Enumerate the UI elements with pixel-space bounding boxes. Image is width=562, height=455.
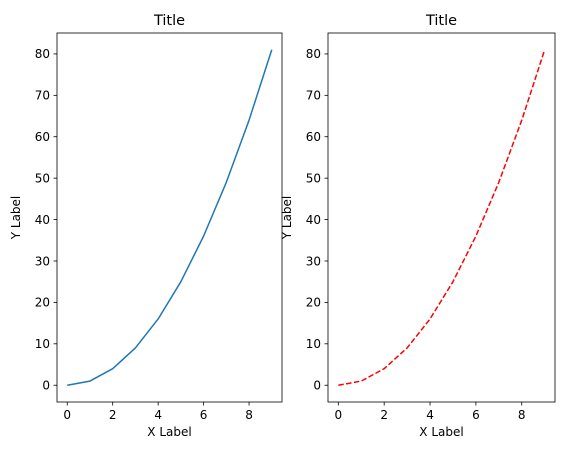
y-tick-label: 60 xyxy=(306,130,321,144)
y-tick-label: 20 xyxy=(306,296,321,310)
y-tick-label: 70 xyxy=(35,89,50,103)
x-tick-label: 8 xyxy=(518,408,526,422)
x-tick-label: 0 xyxy=(63,408,71,422)
x-tick-label: 2 xyxy=(109,408,117,422)
y-tick-label: 40 xyxy=(306,213,321,227)
chart-title: Title xyxy=(153,13,185,29)
x-tick-label: 4 xyxy=(426,408,434,422)
y-tick-label: 30 xyxy=(306,254,321,268)
x-tick-label: 4 xyxy=(154,408,162,422)
y-tick-label: 50 xyxy=(35,171,50,185)
y-tick-label: 50 xyxy=(306,171,321,185)
x-axis-label: X Label xyxy=(419,425,463,439)
plot-area xyxy=(56,32,283,403)
y-axis-label: Y Label xyxy=(280,196,294,241)
y-tick-label: 0 xyxy=(313,379,321,393)
series-line xyxy=(338,49,546,386)
y-tick-label: 30 xyxy=(35,254,50,268)
chart-title: Title xyxy=(425,13,457,29)
x-tick-label: 6 xyxy=(472,408,480,422)
y-tick-label: 20 xyxy=(35,296,50,310)
y-tick-label: 80 xyxy=(306,47,321,61)
y-tick-label: 70 xyxy=(306,89,321,103)
y-tick-label: 10 xyxy=(35,337,50,351)
y-tick-label: 0 xyxy=(42,379,50,393)
series-line xyxy=(67,49,273,386)
x-axis-label: X Label xyxy=(147,425,191,439)
y-axis-label: Y Label xyxy=(9,196,23,241)
x-tick-label: 8 xyxy=(245,408,253,422)
x-tick-label: 2 xyxy=(380,408,388,422)
x-tick-label: 0 xyxy=(334,408,342,422)
plot-area xyxy=(327,32,556,403)
y-tick-label: 80 xyxy=(35,47,50,61)
y-tick-label: 40 xyxy=(35,213,50,227)
y-tick-label: 10 xyxy=(306,337,321,351)
y-tick-label: 60 xyxy=(35,130,50,144)
x-tick-label: 6 xyxy=(200,408,208,422)
